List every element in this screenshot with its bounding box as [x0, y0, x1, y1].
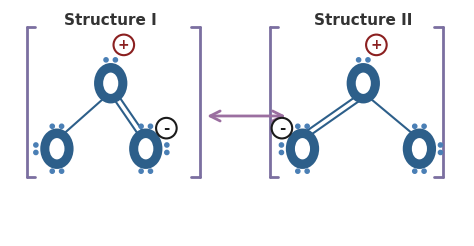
Circle shape — [305, 169, 309, 173]
Ellipse shape — [405, 131, 434, 167]
Ellipse shape — [412, 138, 427, 159]
Circle shape — [305, 124, 309, 128]
Circle shape — [279, 143, 283, 147]
Circle shape — [50, 169, 55, 173]
Text: -: - — [163, 121, 170, 136]
Circle shape — [60, 124, 64, 128]
Circle shape — [139, 169, 143, 173]
Circle shape — [356, 58, 361, 62]
Text: +: + — [118, 38, 129, 52]
Circle shape — [422, 124, 426, 128]
Ellipse shape — [295, 138, 310, 159]
Circle shape — [104, 58, 108, 62]
Circle shape — [296, 124, 300, 128]
Circle shape — [279, 150, 283, 154]
Text: +: + — [371, 38, 382, 52]
Ellipse shape — [356, 73, 371, 94]
Circle shape — [165, 143, 169, 147]
Circle shape — [296, 169, 300, 173]
Text: Structure I: Structure I — [64, 13, 157, 28]
Circle shape — [60, 169, 64, 173]
Circle shape — [50, 124, 55, 128]
Circle shape — [272, 118, 292, 138]
Circle shape — [139, 124, 143, 128]
Circle shape — [113, 35, 134, 55]
Circle shape — [156, 118, 177, 138]
Circle shape — [165, 150, 169, 154]
Text: Structure II: Structure II — [314, 13, 412, 28]
Circle shape — [34, 150, 38, 154]
Ellipse shape — [103, 73, 118, 94]
Ellipse shape — [288, 131, 317, 167]
Circle shape — [413, 124, 417, 128]
Circle shape — [422, 169, 426, 173]
Circle shape — [113, 58, 118, 62]
Ellipse shape — [132, 131, 160, 167]
Text: -: - — [279, 121, 285, 136]
Circle shape — [413, 169, 417, 173]
Ellipse shape — [349, 65, 377, 101]
Ellipse shape — [49, 138, 64, 159]
Ellipse shape — [138, 138, 154, 159]
Ellipse shape — [97, 65, 125, 101]
Circle shape — [34, 143, 38, 147]
Circle shape — [366, 35, 387, 55]
Circle shape — [148, 169, 153, 173]
Ellipse shape — [43, 131, 71, 167]
Circle shape — [438, 150, 443, 154]
Circle shape — [366, 58, 370, 62]
Circle shape — [148, 124, 153, 128]
Circle shape — [438, 143, 443, 147]
